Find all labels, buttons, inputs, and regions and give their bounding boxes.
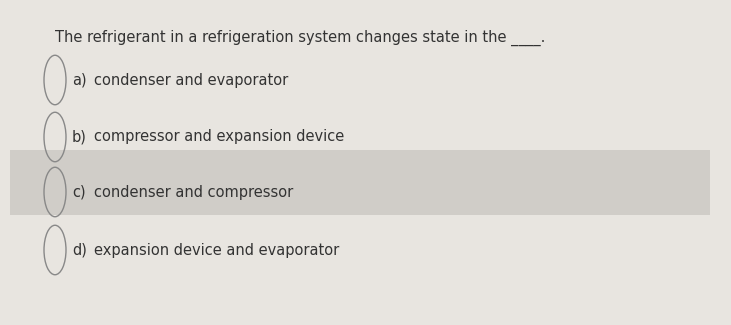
- Text: b): b): [72, 129, 87, 145]
- Text: expansion device and evaporator: expansion device and evaporator: [94, 242, 339, 257]
- Text: condenser and evaporator: condenser and evaporator: [94, 72, 288, 87]
- Text: c): c): [72, 185, 86, 200]
- Text: The refrigerant in a refrigeration system changes state in the ____.: The refrigerant in a refrigeration syste…: [55, 30, 545, 46]
- FancyBboxPatch shape: [10, 150, 710, 215]
- Text: compressor and expansion device: compressor and expansion device: [94, 129, 344, 145]
- Text: condenser and compressor: condenser and compressor: [94, 185, 293, 200]
- Text: a): a): [72, 72, 87, 87]
- Text: d): d): [72, 242, 87, 257]
